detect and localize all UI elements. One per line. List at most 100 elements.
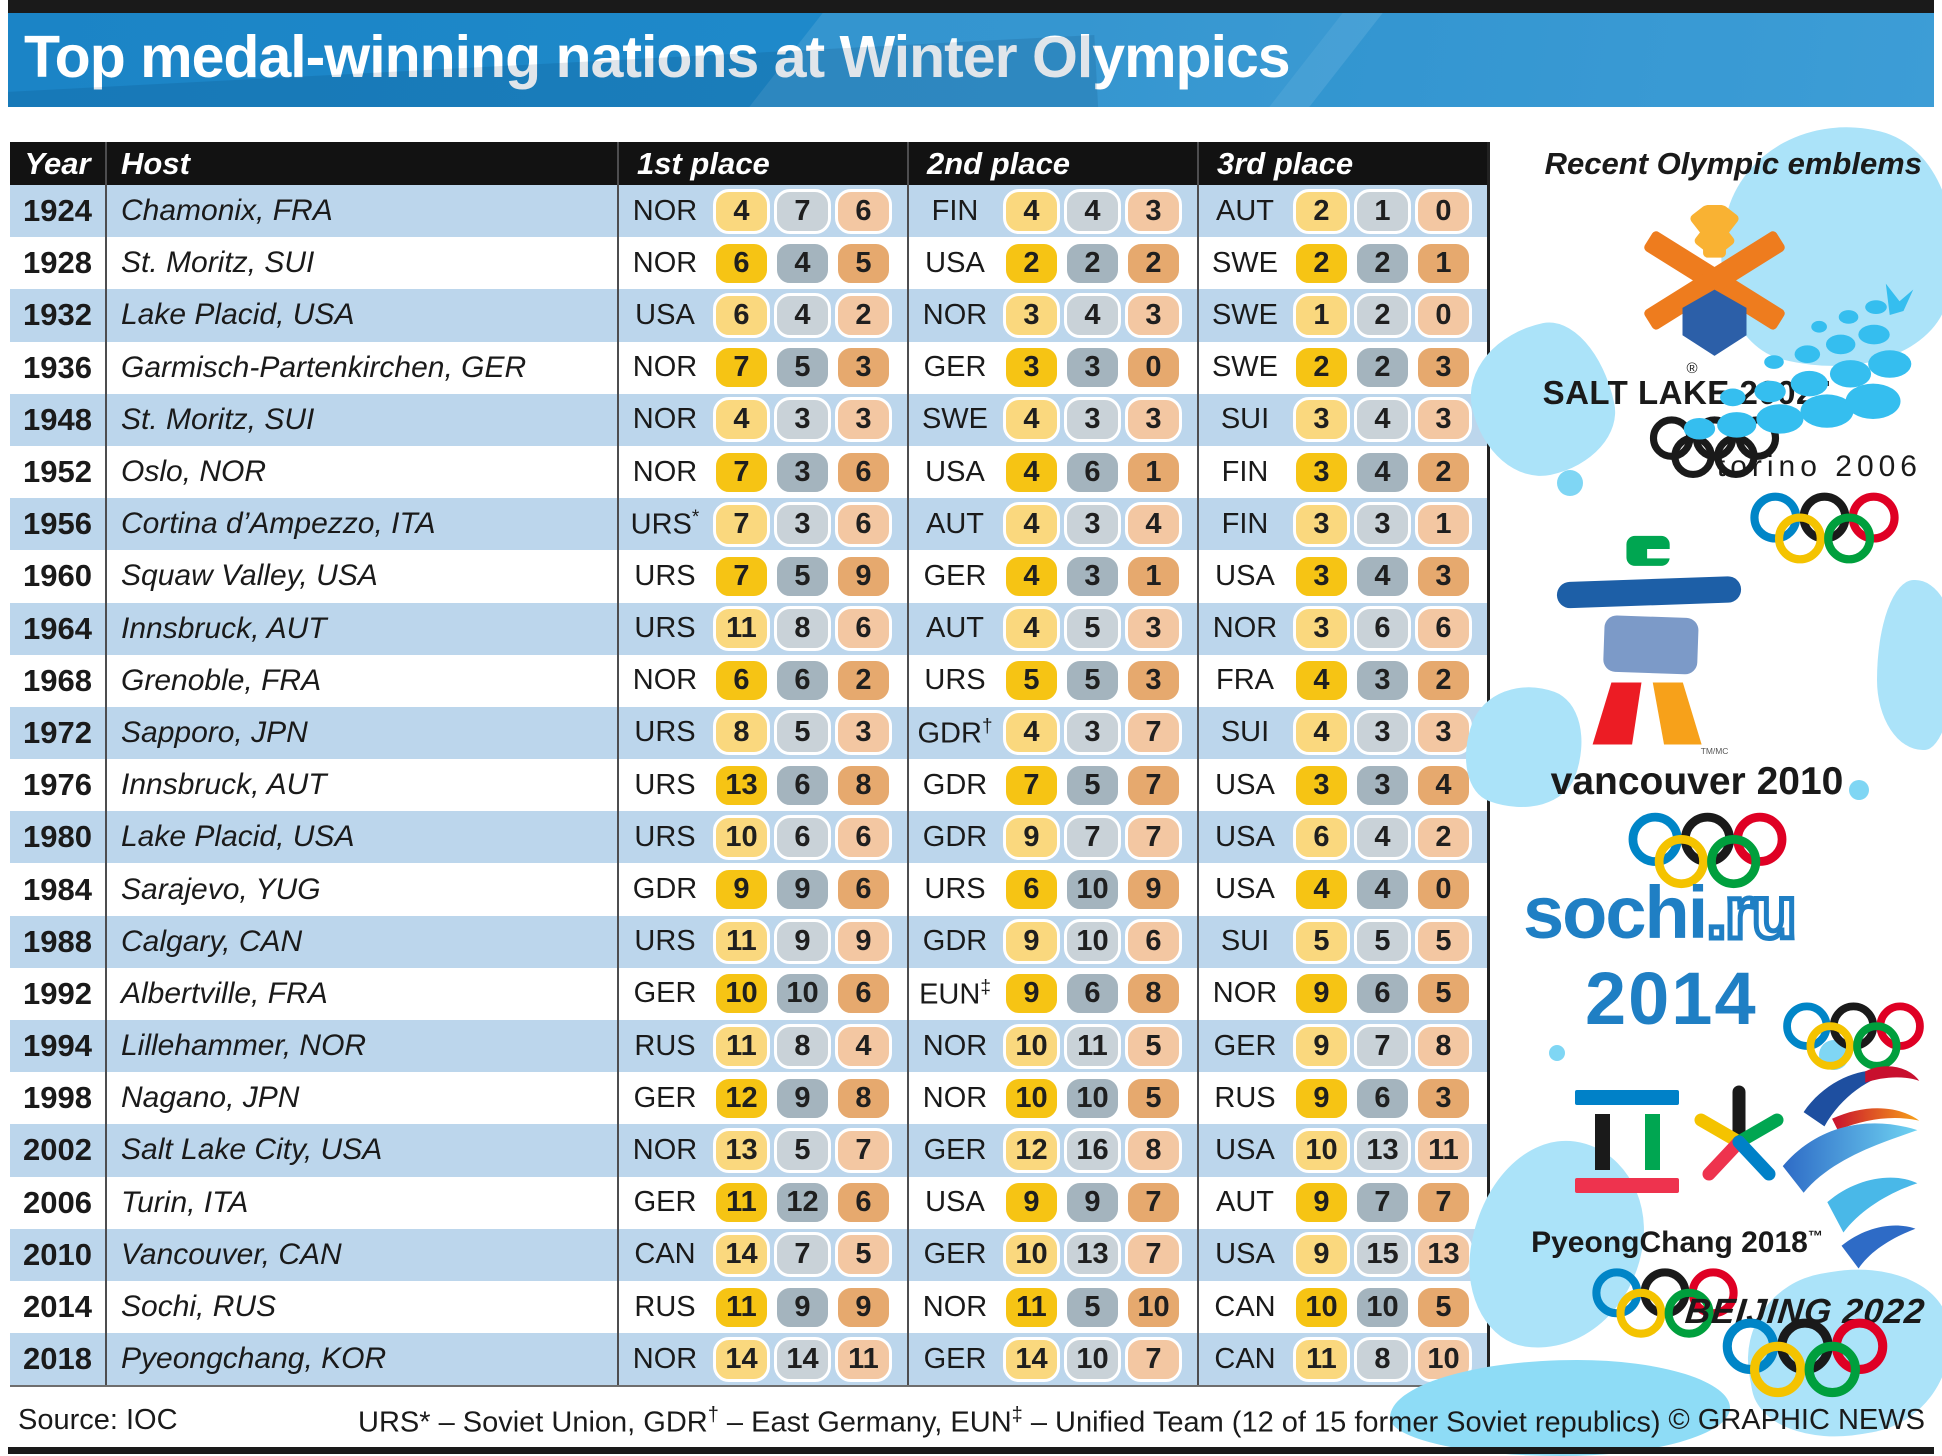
- bronze-count: 3: [1415, 710, 1472, 756]
- place-cell-first: NOR 4 7 6: [617, 185, 907, 238]
- bronze-count: 4: [1125, 501, 1182, 547]
- country-text: USA: [1215, 768, 1275, 801]
- country-code: AUT: [1199, 1186, 1291, 1219]
- country-text: GDR: [922, 925, 988, 958]
- country-code: GDR: [909, 821, 1001, 854]
- silver-count: 5: [1064, 658, 1121, 704]
- country-code: FIN: [909, 195, 1001, 228]
- torino-2006-emblem-icon: [1683, 283, 1914, 440]
- gold-count: 3: [1293, 762, 1350, 808]
- country-text: URS: [634, 559, 696, 592]
- silver-count: 13: [1064, 1232, 1121, 1278]
- country-code: NOR: [1199, 612, 1291, 645]
- silver-count: 4: [1064, 188, 1121, 234]
- place-cell-second: SWE 4 3 3: [907, 393, 1197, 446]
- gold-count: 12: [1003, 1127, 1060, 1173]
- place-cell-third: SUI 5 5 5: [1197, 915, 1487, 968]
- country-text: SWE: [1211, 246, 1279, 279]
- bronze-count: 7: [835, 1127, 892, 1173]
- emblem-label-sochi-year: 2014: [1585, 957, 1758, 1040]
- gold-count: 14: [1003, 1336, 1060, 1382]
- silver-count: 8: [1354, 1336, 1411, 1382]
- bronze-count: 9: [835, 1284, 892, 1330]
- splash-dot: [1557, 470, 1583, 496]
- country-text: GDR: [917, 717, 982, 750]
- country-code: URS: [619, 925, 711, 958]
- silver-count: 8: [774, 1023, 831, 1069]
- place-cell-third: SWE 1 2 0: [1197, 289, 1487, 342]
- table-row: 1932 Lake Placid, USA USA 6 4 2 NOR 3 4 3 SWE 1 2 0: [10, 289, 1487, 342]
- gold-count: 3: [1003, 345, 1060, 391]
- gold-count: 4: [713, 188, 770, 234]
- gold-count: 8: [713, 710, 770, 756]
- gold-count: 4: [1003, 397, 1060, 443]
- silver-count: 3: [1064, 553, 1121, 599]
- silver-count: 5: [774, 710, 831, 756]
- table-row: 1976 Innsbruck, AUT URS 13 6 8 GDR 7 5 7 USA 3 3 4: [10, 759, 1487, 812]
- emblem-label-pyeongchang: PyeongChang 2018™: [1502, 1226, 1852, 1260]
- country-text: GER: [923, 1238, 987, 1271]
- country-text: USA: [925, 246, 985, 279]
- gold-count: 5: [1003, 658, 1060, 704]
- country-text: USA: [1215, 1238, 1275, 1271]
- bronze-count: 11: [835, 1336, 892, 1382]
- silver-count: 10: [1064, 1075, 1121, 1121]
- gold-count: 11: [713, 1023, 770, 1069]
- country-code: AUT: [909, 612, 1001, 645]
- medal-pills: 14 10 7: [1003, 1336, 1182, 1382]
- country-code: FRA: [1199, 664, 1291, 697]
- col-header-first: 1st place: [617, 142, 907, 185]
- sidebar-heading: Recent Olympic emblems: [1544, 146, 1922, 181]
- gold-count: 6: [713, 658, 770, 704]
- bronze-count: 2: [1415, 449, 1472, 495]
- gold-count: 6: [1003, 867, 1060, 913]
- medal-pills: 10 10 6: [713, 971, 892, 1017]
- bronze-count: 8: [1415, 1023, 1472, 1069]
- country-text: NOR: [632, 403, 698, 436]
- country-code: NOR: [909, 299, 1001, 332]
- bronze-count: 3: [1415, 1075, 1472, 1121]
- gold-count: 11: [713, 919, 770, 965]
- gold-count: 6: [713, 240, 770, 286]
- place-cell-second: GER 10 13 7: [907, 1228, 1197, 1281]
- host-cell: Albertville, FRA: [105, 967, 617, 1020]
- table-row: 1992 Albertville, FRA GER 10 10 6 EUN‡ 9 6 8 NOR 9 6…: [10, 967, 1487, 1020]
- country-code: NOR: [619, 351, 711, 384]
- table-row: 1928 St. Moritz, SUI NOR 6 4 5 USA 2 2 2 SWE 2 2 1: [10, 237, 1487, 290]
- bronze-count: 8: [835, 1075, 892, 1121]
- silver-count: 3: [774, 397, 831, 443]
- country-code: GER: [619, 977, 711, 1010]
- footer-legend: URS* – Soviet Union, GDR† – East Germany…: [358, 1404, 1661, 1440]
- country-code: SUI: [1199, 716, 1291, 749]
- bronze-count: 7: [1125, 1232, 1182, 1278]
- year-cell: 1932: [23, 297, 92, 333]
- place-cell-third: USA 3 3 4: [1197, 759, 1487, 812]
- place-cell-second: GER 14 10 7: [907, 1333, 1197, 1386]
- host-cell: Turin, ITA: [105, 1176, 617, 1229]
- country-code: URS: [619, 769, 711, 802]
- bronze-count: 9: [1125, 867, 1182, 913]
- country-text: GER: [633, 1081, 697, 1114]
- country-text: NOR: [922, 298, 988, 331]
- bronze-count: 5: [1125, 1075, 1182, 1121]
- table-header-row: Year Host 1st place 2nd place 3rd place: [10, 142, 1487, 185]
- gold-count: 1: [1293, 292, 1350, 338]
- gold-count: 9: [1293, 1075, 1350, 1121]
- bronze-count: 5: [1415, 919, 1472, 965]
- year-cell: 1936: [23, 349, 92, 385]
- place-cell-second: GER 12 16 8: [907, 1124, 1197, 1177]
- olympic-rings-icon: [1592, 1268, 1738, 1338]
- gold-count: 10: [713, 814, 770, 860]
- country-text: NOR: [632, 664, 698, 697]
- medal-pills: 12 16 8: [1003, 1127, 1182, 1173]
- place-cell-first: NOR 7 5 3: [617, 341, 907, 394]
- gold-count: 10: [1003, 1232, 1060, 1278]
- col-header-second: 2nd place: [907, 142, 1197, 185]
- bronze-count: 7: [1125, 762, 1182, 808]
- place-cell-first: NOR 14 14 11: [617, 1333, 907, 1386]
- country-code: RUS: [619, 1291, 711, 1324]
